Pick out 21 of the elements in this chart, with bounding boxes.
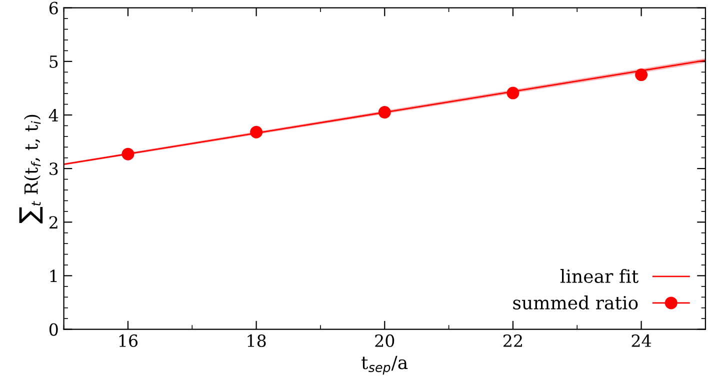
y-tick-label: 2 bbox=[49, 216, 58, 228]
point bbox=[635, 68, 648, 82]
y-tick-label: 0 bbox=[49, 323, 58, 336]
y-tick-label: 4 bbox=[48, 108, 58, 122]
y-tick-label: 1 bbox=[50, 270, 57, 282]
point bbox=[378, 106, 391, 119]
legend-label: summed ratio bbox=[513, 296, 638, 310]
x-tick-label: 16 bbox=[119, 334, 138, 348]
legend-label: linear fit bbox=[560, 269, 639, 284]
y-axis-title: ∑$_{t}$ R(t$_{f}$, t, t$_{i}$) bbox=[19, 114, 43, 224]
y-tick-label: 5 bbox=[50, 56, 58, 68]
point bbox=[506, 86, 520, 100]
y-tick-label: 6 bbox=[49, 2, 58, 14]
x-tick-label: 18 bbox=[248, 334, 266, 348]
x-tick-label: 24 bbox=[632, 334, 652, 347]
point bbox=[250, 126, 263, 138]
x-axis-title: t$_{sep}$/a bbox=[362, 356, 408, 375]
y-tick-label: 3 bbox=[50, 162, 58, 176]
x-tick-label: 20 bbox=[375, 334, 394, 348]
x-tick-label: 22 bbox=[503, 334, 522, 347]
point bbox=[122, 148, 134, 160]
